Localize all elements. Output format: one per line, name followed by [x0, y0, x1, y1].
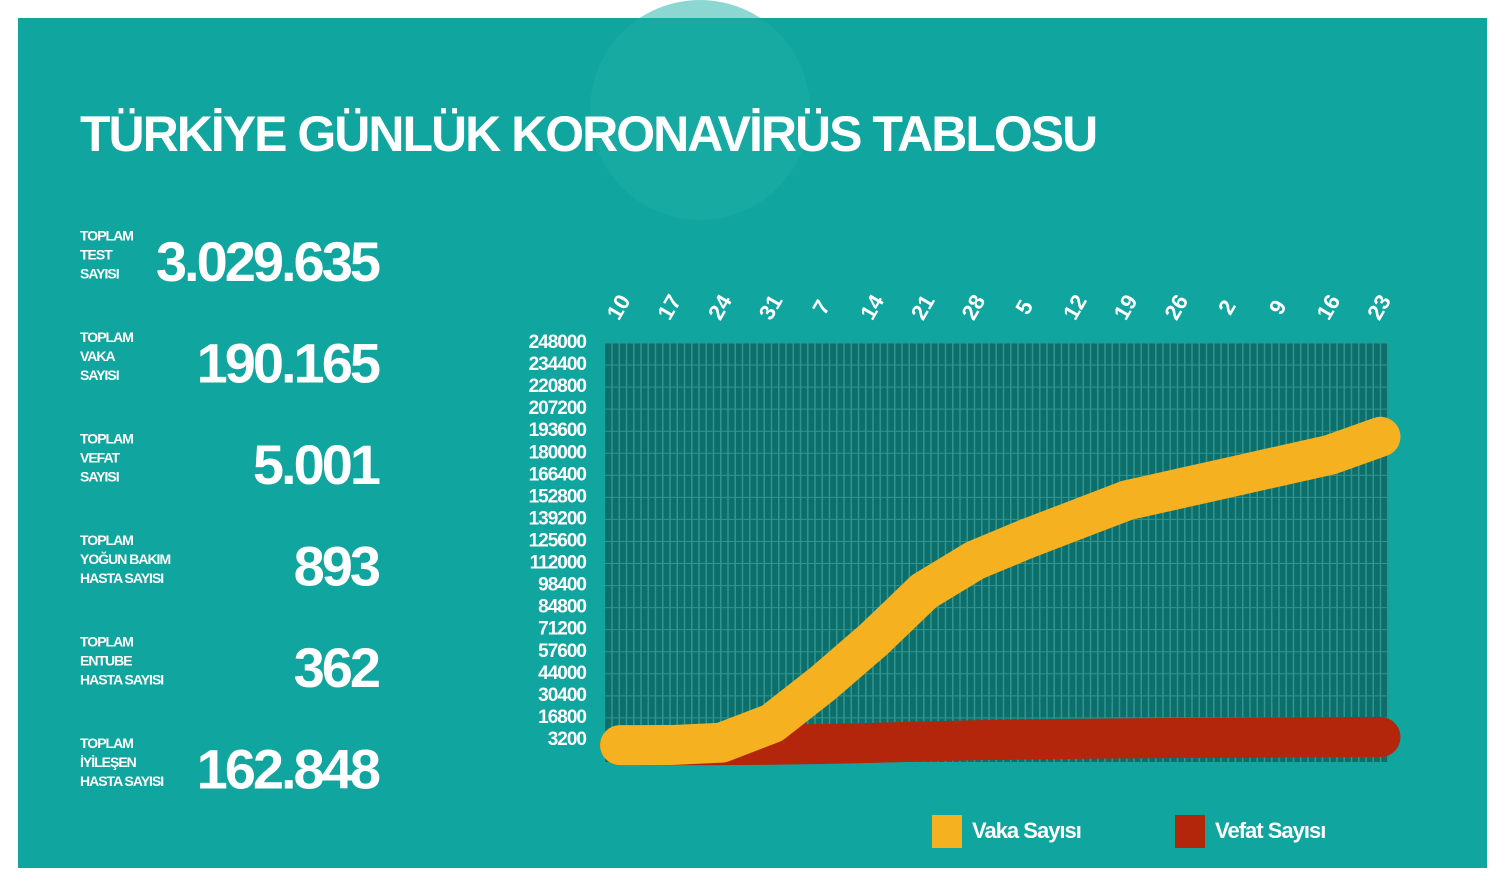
- stat-value: 162.848: [197, 737, 380, 800]
- stat-value: 3.029.635: [156, 230, 380, 293]
- legend-swatch: [932, 815, 962, 848]
- y-tick-label: 3200: [548, 729, 587, 750]
- y-tick-label: 193600: [529, 420, 587, 441]
- legend-label: Vaka Sayısı: [972, 818, 1081, 843]
- y-tick-label: 234400: [529, 354, 587, 375]
- title: TÜRKİYE GÜNLÜK KORONAVİRÜS TABLOSU: [80, 106, 1096, 162]
- y-tick-label: 207200: [529, 398, 587, 419]
- y-tick-label: 84800: [538, 597, 586, 618]
- stat-label: VEFAT: [80, 450, 121, 466]
- stat-value: 362: [294, 636, 379, 699]
- stat-label: YOĞUN BAKIM: [80, 550, 170, 567]
- stat-label: İYİLEŞEN: [80, 754, 137, 770]
- y-tick-label: 44000: [538, 663, 586, 684]
- stat-label: ENTUBE: [80, 653, 132, 669]
- stat-value: 893: [294, 534, 380, 597]
- stat-label: TOPLAM: [80, 228, 133, 244]
- stat-value: 5.001: [253, 433, 380, 496]
- stat-value: 190.165: [197, 331, 380, 394]
- stat-label: SAYISI: [80, 469, 119, 485]
- series-line: [600, 416, 1401, 766]
- stat-label: TOPLAM: [80, 431, 133, 447]
- y-tick-label: 220800: [529, 376, 587, 397]
- stat-label: TEST: [80, 247, 113, 263]
- stat-label: VAKA: [80, 348, 116, 364]
- stat-label: HASTA SAYISI: [80, 570, 163, 586]
- stat-label: SAYISI: [80, 266, 119, 282]
- stat-label: TOPLAM: [80, 532, 133, 548]
- y-tick-label: 152800: [529, 486, 587, 507]
- virus-decoration: [590, 0, 810, 220]
- stat-label: SAYISI: [80, 367, 119, 383]
- y-tick-label: 180000: [529, 442, 587, 463]
- y-tick-label: 125600: [529, 530, 587, 551]
- y-tick-label: 71200: [538, 619, 586, 640]
- y-tick-label: 98400: [538, 575, 586, 596]
- y-tick-label: 30400: [538, 685, 586, 706]
- y-tick-label: 139200: [529, 508, 587, 529]
- y-tick-label: 248000: [529, 332, 587, 353]
- legend-swatch: [1175, 815, 1205, 848]
- stat-label: TOPLAM: [80, 735, 133, 751]
- stat-label: HASTA SAYISI: [80, 773, 163, 789]
- stat-label: TOPLAM: [80, 634, 133, 650]
- stat-label: HASTA SAYISI: [80, 672, 163, 688]
- y-tick-label: 57600: [538, 641, 586, 662]
- y-tick-label: 112000: [530, 553, 587, 574]
- stat-label: TOPLAM: [80, 329, 133, 345]
- y-tick-label: 166400: [529, 464, 587, 485]
- y-tick-label: 16800: [538, 707, 586, 728]
- legend-label: Vefat Sayısı: [1215, 818, 1325, 843]
